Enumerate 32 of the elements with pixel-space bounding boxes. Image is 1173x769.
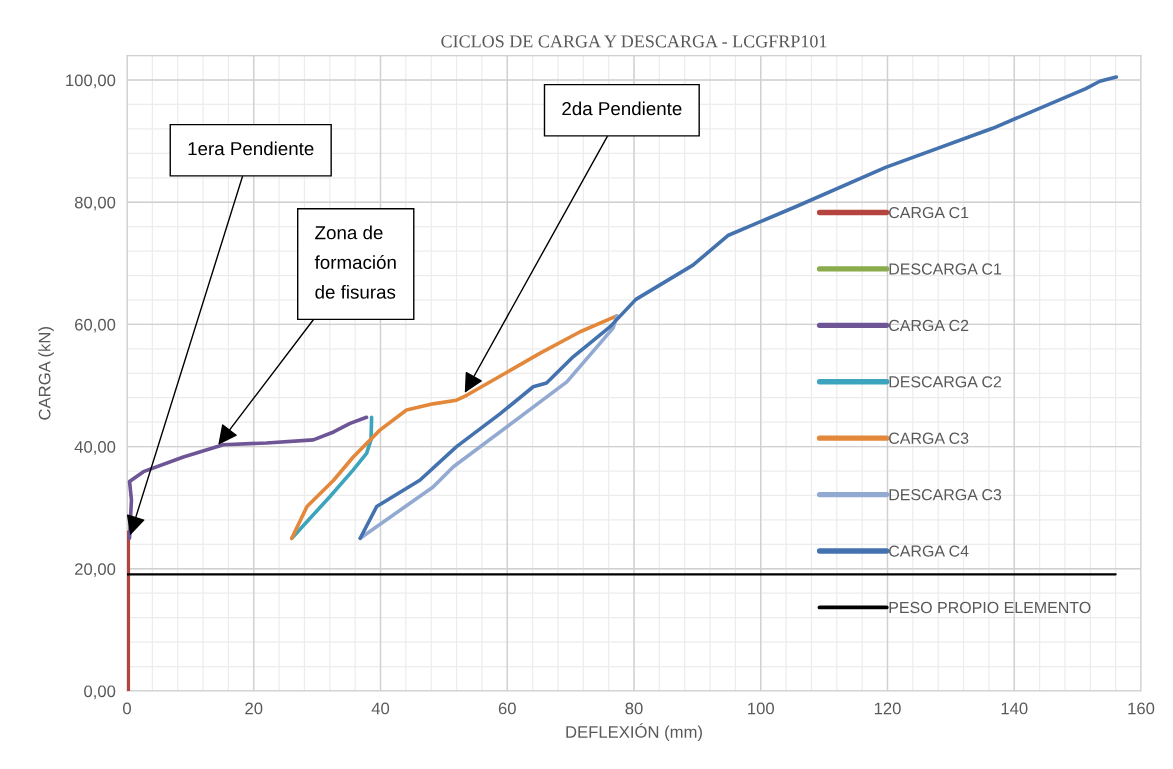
x-tick-label: 0 (123, 702, 131, 715)
x-tick-label: 20 (245, 702, 263, 715)
legend-label: PESO PROPIO ELEMENTO (889, 601, 1091, 614)
y-tick-label: 100,00 (66, 74, 116, 89)
y-tick-label: 80,00 (74, 196, 116, 211)
annotation: Zona de formación de fisuras (314, 225, 396, 299)
x-tick-label: 100 (748, 702, 774, 715)
y-tick-label: 0,00 (84, 685, 116, 700)
y-axis-title: CARGA (kN) (38, 327, 54, 420)
y-tick-label: 40,00 (74, 441, 116, 455)
legend-label: CARGA C1 (889, 206, 969, 219)
x-tick-label: 140 (1001, 702, 1028, 715)
legend-label: CARGA C4 (889, 545, 969, 557)
legend-label: DESCARGA C2 (889, 376, 1002, 388)
y-tick-label: 20,00 (75, 563, 116, 577)
x-tick-label: 160 (1128, 702, 1155, 715)
chart-title: CICLOS DE CARGA Y DESCARGA - LCGFRP101 (441, 35, 827, 48)
annotation: 2da Pendiente (562, 101, 682, 116)
line-series (289, 314, 619, 541)
legend-label: CARGA C2 (889, 319, 969, 332)
x-tick-label: 120 (874, 702, 901, 715)
line-series (127, 415, 369, 541)
legend-label: DESCARGA C3 (889, 489, 1002, 501)
x-tick-label: 60 (498, 702, 516, 715)
annotation: 1era Pendiente (188, 141, 314, 156)
legend-label: CARGA C3 (889, 432, 969, 444)
line-series (358, 314, 619, 541)
x-tick-label: 40 (371, 702, 390, 715)
legend-label: DESCARGA C1 (889, 263, 1002, 275)
y-tick-label: 60,00 (75, 318, 116, 333)
x-tick-label: 80 (625, 702, 643, 715)
x-axis-title: DEFLEXIÓN (mm) (566, 723, 702, 742)
